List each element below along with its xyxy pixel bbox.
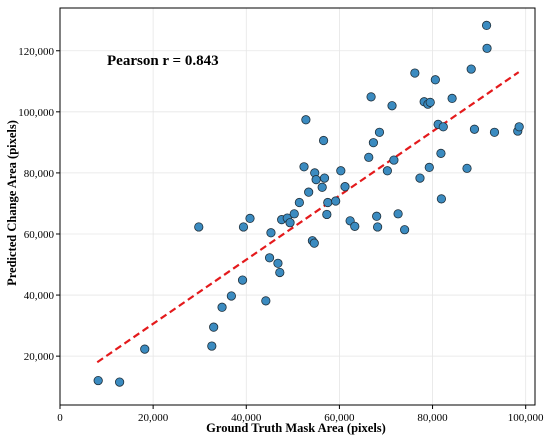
data-point — [372, 222, 383, 232]
y-tick-label: 100,000 — [18, 107, 54, 119]
data-point — [466, 64, 476, 74]
x-tick-label: 20,000 — [138, 412, 169, 424]
data-point — [237, 275, 248, 285]
data-point — [469, 124, 480, 134]
y-axis-ticks: 20,000 40,000 60,000 80,000 100,000 120,000 — [18, 46, 60, 363]
data-point — [289, 209, 299, 219]
data-point — [372, 211, 382, 221]
data-point — [322, 209, 332, 220]
data-point — [217, 302, 227, 312]
data-point — [400, 225, 410, 235]
data-point — [436, 194, 446, 204]
data-point — [93, 375, 103, 386]
data-point — [393, 209, 403, 219]
x-axis-ticks: 0 20,000 40,000 60,000 80,000 100,000 — [57, 405, 544, 424]
data-point — [194, 222, 204, 232]
y-tick-label: 20,000 — [24, 351, 55, 363]
data-point — [266, 228, 276, 238]
y-axis-label: Predicted Change Area (pixels) — [5, 120, 19, 286]
data-point — [514, 122, 524, 132]
data-point — [424, 162, 434, 173]
data-point — [261, 296, 271, 306]
regression-line — [96, 71, 520, 364]
data-point — [140, 344, 150, 354]
data-point — [410, 68, 420, 78]
data-point — [415, 173, 425, 183]
data-point — [238, 222, 249, 232]
data-point — [425, 97, 435, 107]
y-tick-label: 80,000 — [24, 168, 55, 180]
x-tick-label: 60,000 — [324, 412, 355, 424]
data-point — [299, 162, 309, 172]
data-point — [209, 322, 219, 332]
fit-line-group — [96, 71, 520, 364]
data-point — [319, 173, 330, 183]
data-point — [430, 75, 440, 85]
data-point — [304, 187, 314, 197]
data-point — [438, 122, 448, 132]
data-point — [311, 175, 321, 185]
data-point — [275, 267, 285, 278]
y-tick-label: 60,000 — [24, 229, 55, 241]
x-axis-label: Ground Truth Mask Area (pixels) — [206, 421, 386, 435]
data-point — [481, 20, 492, 31]
data-point — [115, 377, 125, 387]
data-point — [323, 197, 333, 208]
y-tick-label: 40,000 — [24, 290, 55, 302]
data-point — [207, 341, 217, 351]
data-point — [462, 163, 472, 173]
x-tick-label: 80,000 — [417, 412, 448, 424]
data-point — [294, 197, 304, 208]
data-point — [350, 221, 360, 231]
data-point — [301, 115, 311, 125]
data-point — [387, 101, 397, 111]
x-tick-label: 40,000 — [231, 412, 262, 424]
data-point — [340, 182, 350, 192]
gridlines — [59, 8, 535, 405]
data-point — [285, 218, 295, 228]
data-point — [317, 182, 327, 192]
data-point — [245, 213, 255, 224]
data-point — [331, 196, 341, 206]
x-tick-label: 0 — [57, 412, 63, 424]
data-point — [368, 138, 379, 148]
data-point — [436, 148, 446, 158]
data-point — [364, 152, 374, 162]
data-point — [489, 127, 500, 137]
y-tick-label: 120,000 — [18, 46, 54, 58]
data-point — [309, 238, 319, 248]
data-point — [318, 135, 329, 146]
data-point — [482, 43, 492, 53]
data-point — [226, 291, 236, 301]
x-tick-label: 100,000 — [508, 412, 544, 424]
data-point — [447, 93, 457, 103]
data-point — [336, 166, 346, 176]
data-point — [273, 258, 283, 268]
data-points — [93, 20, 524, 387]
data-point — [374, 127, 385, 137]
data-point — [382, 166, 392, 176]
data-point — [389, 155, 399, 165]
plot-frame — [59, 7, 536, 406]
data-point — [264, 253, 275, 263]
pearson-annotation: Pearson r = 0.843 — [107, 53, 219, 69]
data-point — [366, 92, 376, 102]
